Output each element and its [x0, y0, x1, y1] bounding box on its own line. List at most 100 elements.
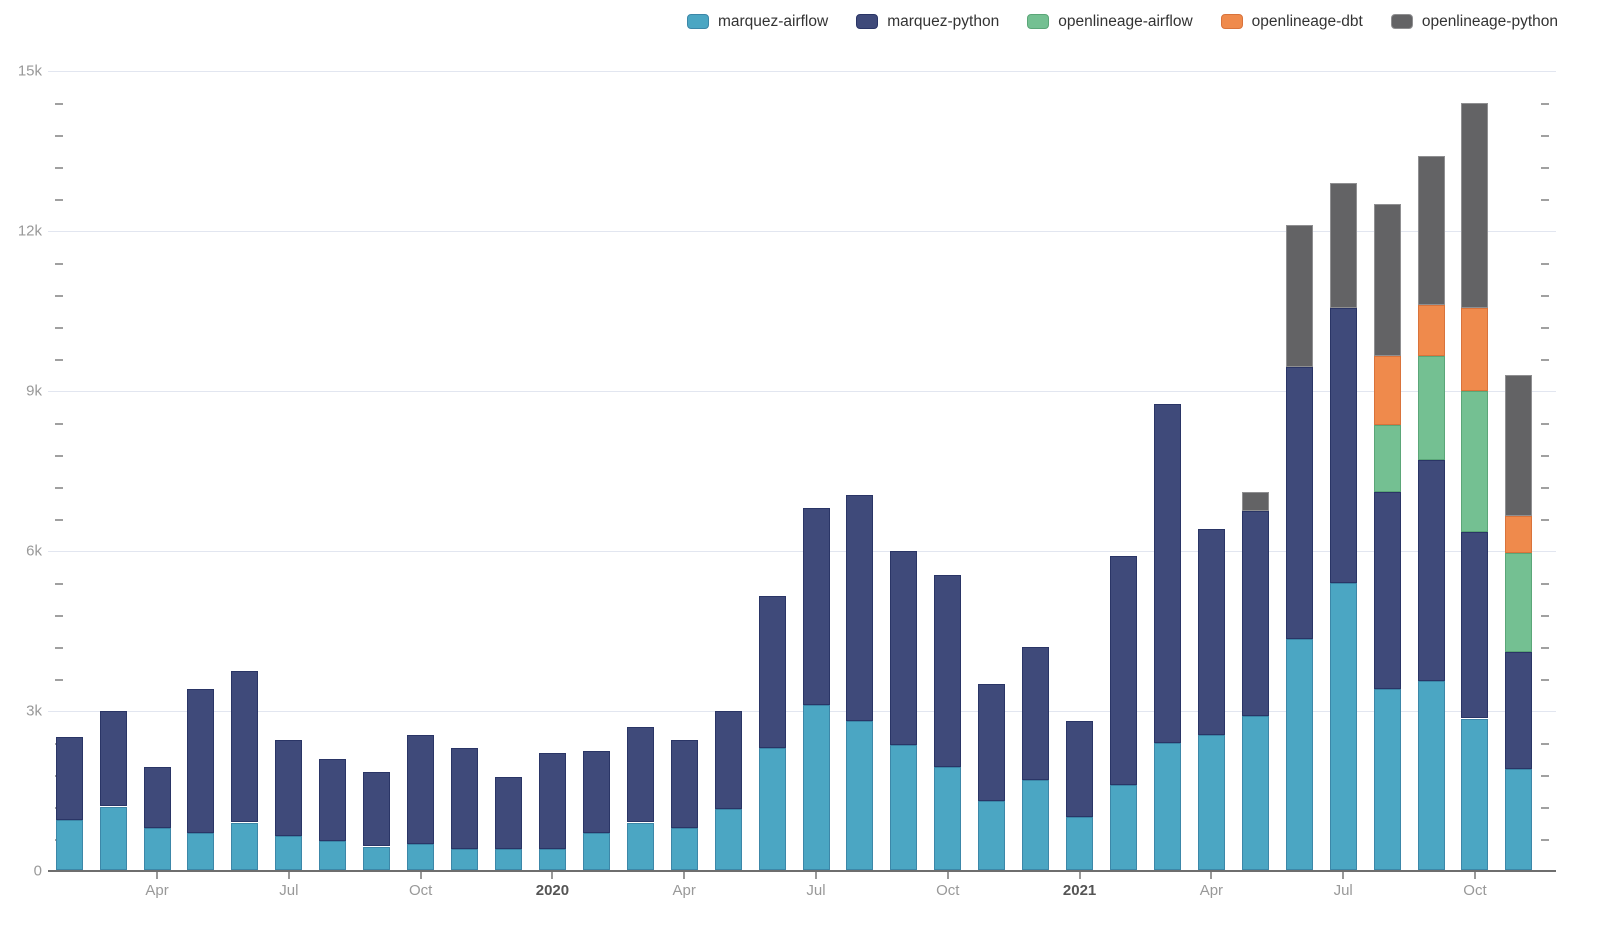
bar-segment-marquez-airflow[interactable] — [802, 705, 830, 871]
y-minor-tick — [55, 326, 63, 329]
bar-segment-marquez-python[interactable] — [451, 747, 479, 850]
bar-segment-marquez-airflow[interactable] — [758, 747, 786, 871]
bar-segment-marquez-python[interactable] — [582, 750, 610, 834]
bar-segment-marquez-airflow[interactable] — [1329, 582, 1357, 871]
bar-segment-marquez-airflow[interactable] — [1285, 638, 1313, 871]
bar-segment-marquez-python[interactable] — [275, 739, 303, 836]
bar-segment-openlineage-python[interactable] — [1285, 225, 1313, 367]
bar-segment-marquez-airflow[interactable] — [978, 801, 1006, 871]
legend-item-openlineage-dbt[interactable]: openlineage-dbt — [1220, 14, 1363, 29]
bar-segment-marquez-python[interactable] — [1417, 459, 1445, 682]
legend-item-marquez-airflow[interactable]: marquez-airflow — [686, 14, 828, 29]
bar-segment-marquez-airflow[interactable] — [1066, 817, 1094, 871]
bar-segment-openlineage-python[interactable] — [1241, 491, 1269, 511]
bar-segment-marquez-python[interactable] — [1241, 510, 1269, 716]
y-minor-tick — [55, 582, 63, 585]
bar-segment-openlineage-python[interactable] — [1505, 374, 1533, 516]
y-minor-tick — [55, 646, 63, 649]
bar-segment-marquez-airflow[interactable] — [407, 843, 435, 871]
bar-segment-marquez-python[interactable] — [99, 710, 127, 807]
bar-segment-marquez-airflow[interactable] — [187, 833, 215, 871]
bar-segment-openlineage-airflow[interactable] — [1373, 425, 1401, 492]
bar-segment-marquez-airflow[interactable] — [1022, 779, 1050, 871]
bar-segment-marquez-airflow[interactable] — [363, 846, 391, 871]
x-axis-line — [48, 869, 1556, 872]
bar-segment-marquez-python[interactable] — [231, 670, 259, 823]
bar-segment-marquez-airflow[interactable] — [846, 721, 874, 871]
bar-segment-openlineage-python[interactable] — [1329, 182, 1357, 308]
bar-segment-marquez-python[interactable] — [363, 771, 391, 847]
bar-segment-marquez-airflow[interactable] — [626, 822, 654, 871]
bar-segment-marquez-airflow[interactable] — [1373, 689, 1401, 871]
bar-segment-marquez-airflow[interactable] — [143, 827, 171, 871]
bar-segment-marquez-python[interactable] — [714, 710, 742, 810]
bar-segment-marquez-airflow[interactable] — [231, 822, 259, 871]
bar-segment-marquez-airflow[interactable] — [451, 849, 479, 871]
bar-segment-marquez-airflow[interactable] — [538, 849, 566, 871]
bar-segment-marquez-airflow[interactable] — [99, 806, 127, 871]
bar-segment-marquez-airflow[interactable] — [1153, 742, 1181, 871]
bar-segment-marquez-airflow[interactable] — [495, 849, 522, 871]
bar-segment-marquez-python[interactable] — [626, 726, 654, 823]
bar-segment-marquez-python[interactable] — [934, 574, 962, 767]
bar-segment-marquez-python[interactable] — [846, 494, 874, 722]
y-gridline — [48, 390, 1556, 392]
bar-segment-marquez-python[interactable] — [187, 689, 215, 834]
bar-segment-marquez-python[interactable] — [978, 683, 1006, 802]
bar-segment-marquez-python[interactable] — [1461, 531, 1489, 719]
bar-segment-marquez-python[interactable] — [1110, 555, 1138, 786]
legend-label: marquez-python — [887, 13, 1000, 30]
bar-segment-marquez-python[interactable] — [758, 595, 786, 748]
bar-segment-openlineage-dbt[interactable] — [1417, 305, 1445, 356]
bar-segment-marquez-airflow[interactable] — [1241, 715, 1269, 871]
bar-segment-marquez-python[interactable] — [495, 777, 522, 850]
y-minor-tick — [55, 678, 63, 681]
bar-segment-marquez-airflow[interactable] — [319, 841, 347, 871]
bar-segment-marquez-python[interactable] — [1285, 366, 1313, 639]
bar-segment-marquez-python[interactable] — [538, 753, 566, 850]
bar-segment-marquez-python[interactable] — [1197, 529, 1225, 735]
bar-segment-marquez-python[interactable] — [1505, 651, 1533, 770]
bar-segment-marquez-python[interactable] — [319, 758, 347, 842]
bar-segment-marquez-airflow[interactable] — [890, 745, 918, 871]
legend-item-marquez-python[interactable]: marquez-python — [856, 14, 999, 29]
bar-segment-marquez-python[interactable] — [1066, 721, 1094, 818]
bar-segment-marquez-python[interactable] — [55, 737, 83, 820]
bar-segment-marquez-python[interactable] — [802, 507, 830, 706]
bar-segment-marquez-airflow[interactable] — [714, 809, 742, 871]
bar-segment-marquez-airflow[interactable] — [1110, 785, 1138, 871]
bar-segment-openlineage-python[interactable] — [1373, 203, 1401, 356]
bar-segment-marquez-python[interactable] — [143, 766, 171, 828]
bar-segment-marquez-python[interactable] — [1153, 403, 1181, 743]
y-gridline — [48, 550, 1556, 552]
bar-segment-marquez-airflow[interactable] — [1505, 769, 1533, 871]
bar-segment-marquez-airflow[interactable] — [1417, 681, 1445, 871]
y-axis-tick-label: 9k — [26, 382, 42, 400]
legend-item-openlineage-airflow[interactable]: openlineage-airflow — [1027, 14, 1193, 29]
legend-label: openlineage-python — [1421, 13, 1558, 30]
bar-segment-openlineage-dbt[interactable] — [1461, 307, 1489, 391]
bar-segment-marquez-airflow[interactable] — [582, 833, 610, 871]
bar-segment-openlineage-dbt[interactable] — [1373, 355, 1401, 426]
bar-segment-openlineage-airflow[interactable] — [1505, 553, 1533, 652]
bar-segment-marquez-python[interactable] — [670, 739, 698, 828]
bar-segment-marquez-python[interactable] — [1373, 491, 1401, 690]
bar-segment-marquez-airflow[interactable] — [55, 819, 83, 871]
bar-segment-marquez-airflow[interactable] — [1461, 718, 1489, 871]
bar-segment-marquez-python[interactable] — [1022, 646, 1050, 780]
bar-segment-marquez-airflow[interactable] — [275, 835, 303, 871]
legend-item-openlineage-python[interactable]: openlineage-python — [1390, 13, 1558, 30]
bar-segment-marquez-airflow[interactable] — [934, 766, 962, 871]
bar-segment-openlineage-dbt[interactable] — [1505, 515, 1533, 554]
bar-segment-openlineage-airflow[interactable] — [1417, 355, 1445, 460]
bar-segment-openlineage-airflow[interactable] — [1461, 390, 1489, 532]
bar-segment-marquez-python[interactable] — [1329, 307, 1357, 583]
bar-segment-openlineage-python[interactable] — [1461, 102, 1489, 308]
y-minor-tick — [1541, 486, 1549, 489]
bar-segment-marquez-airflow[interactable] — [1197, 734, 1225, 871]
bar-segment-marquez-python[interactable] — [890, 550, 918, 746]
y-minor-tick — [1541, 614, 1549, 617]
bar-segment-openlineage-python[interactable] — [1417, 155, 1445, 306]
bar-segment-marquez-python[interactable] — [407, 734, 435, 844]
bar-segment-marquez-airflow[interactable] — [670, 827, 698, 871]
